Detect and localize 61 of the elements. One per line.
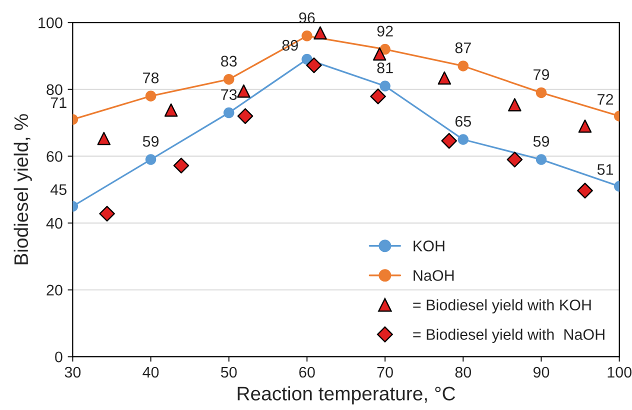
data-label: 87	[455, 42, 471, 54]
point	[578, 119, 592, 133]
point	[223, 107, 234, 118]
x-tick-label: 90	[533, 366, 550, 378]
data-label: 96	[299, 12, 315, 24]
point	[173, 158, 190, 174]
data-label: 79	[534, 69, 550, 80]
y-tick-label: 80	[46, 84, 62, 96]
point	[145, 154, 156, 165]
point	[306, 57, 322, 74]
data-label: 51	[597, 164, 614, 175]
data-label: 59	[533, 136, 550, 147]
data-label: 65	[455, 116, 472, 127]
x-tick-label: 60	[299, 366, 315, 378]
y-axis-title: Biodiesel yield, %	[14, 114, 32, 264]
data-label: 81	[377, 62, 393, 74]
point	[237, 108, 254, 124]
x-tick-label: 30	[64, 366, 81, 378]
point	[302, 30, 312, 42]
point	[508, 98, 522, 112]
point	[577, 182, 593, 199]
x-tick-label: 50	[220, 366, 237, 378]
point	[370, 88, 386, 104]
point	[380, 80, 390, 92]
point	[372, 47, 386, 61]
point	[458, 60, 469, 72]
x-tick-label: 100	[608, 366, 632, 378]
x-tick-label: 40	[142, 366, 159, 378]
y-tick-label: 0	[55, 352, 62, 362]
legend-label: = Biodiesel yield with KOH	[413, 299, 591, 314]
point	[145, 90, 156, 102]
legend-label: KOH	[414, 240, 444, 252]
point	[164, 103, 178, 117]
data-label: 92	[377, 26, 393, 37]
data-label: 83	[221, 56, 237, 67]
y-tick-label: 100	[38, 17, 62, 28]
point	[223, 74, 234, 85]
data-label: 72	[598, 94, 614, 105]
y-tick-label: 20	[46, 284, 62, 296]
y-tick-label: 60	[46, 151, 62, 162]
point	[536, 87, 547, 98]
point	[506, 152, 523, 168]
x-tick-label: 80	[455, 366, 472, 378]
x-axis-title: Reaction temperature, °C	[238, 386, 456, 404]
point	[458, 134, 469, 145]
point	[97, 132, 111, 146]
data-label: 45	[50, 184, 66, 195]
x-tick-label: 70	[377, 366, 393, 378]
data-label: 71	[50, 97, 66, 108]
point	[314, 26, 327, 40]
point	[237, 84, 250, 98]
data-label: 59	[142, 136, 159, 147]
point	[438, 71, 452, 85]
point	[536, 154, 547, 165]
data-label: 73	[221, 89, 237, 100]
point	[99, 206, 115, 222]
legend-label: = Biodiesel yield with NaOH	[413, 328, 604, 343]
data-label: 78	[143, 72, 159, 84]
point	[441, 132, 458, 149]
y-tick-label: 40	[46, 218, 62, 229]
legend-label: NaOH	[414, 270, 454, 281]
